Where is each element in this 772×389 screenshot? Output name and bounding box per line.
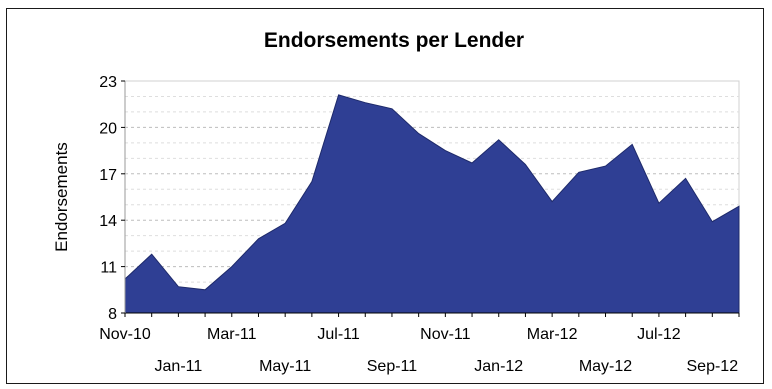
y-tick-label: 23 (99, 74, 117, 91)
chart-frame: Endorsements per Lender 8 11 14 17 20 23 Nov-… (6, 8, 764, 384)
y-tick-label: 20 (99, 120, 117, 137)
y-axis-label: Endorsements (52, 142, 71, 252)
y-tick-label: 14 (99, 213, 117, 230)
area-series (124, 94, 740, 314)
y-tick-label: 17 (99, 167, 117, 184)
y-tick-label: 11 (100, 260, 117, 277)
x-tick-label: Jan-12 (474, 358, 523, 375)
x-tick-label: May-12 (579, 358, 632, 375)
x-tick-label: Sep-12 (687, 358, 739, 375)
x-tick-label: Nov-10 (99, 326, 151, 343)
x-tick-label: May-11 (259, 358, 311, 375)
y-ticks: 8 11 14 17 20 23 (99, 74, 125, 323)
x-tick-label: Jul-11 (317, 326, 359, 343)
y-tick-label: 8 (108, 306, 117, 323)
x-tick-label: Jan-11 (155, 358, 203, 375)
x-tick-label: Mar-12 (527, 326, 578, 343)
x-tick-label: Mar-11 (207, 326, 257, 343)
x-tick-label: Sep-11 (367, 358, 418, 375)
chart-svg: Endorsements per Lender 8 11 14 17 20 23 Nov-… (52, 29, 740, 375)
x-tick-label: Jul-12 (637, 326, 681, 343)
chart-title: Endorsements per Lender (264, 29, 524, 52)
x-tick-label: Nov-11 (420, 326, 470, 343)
